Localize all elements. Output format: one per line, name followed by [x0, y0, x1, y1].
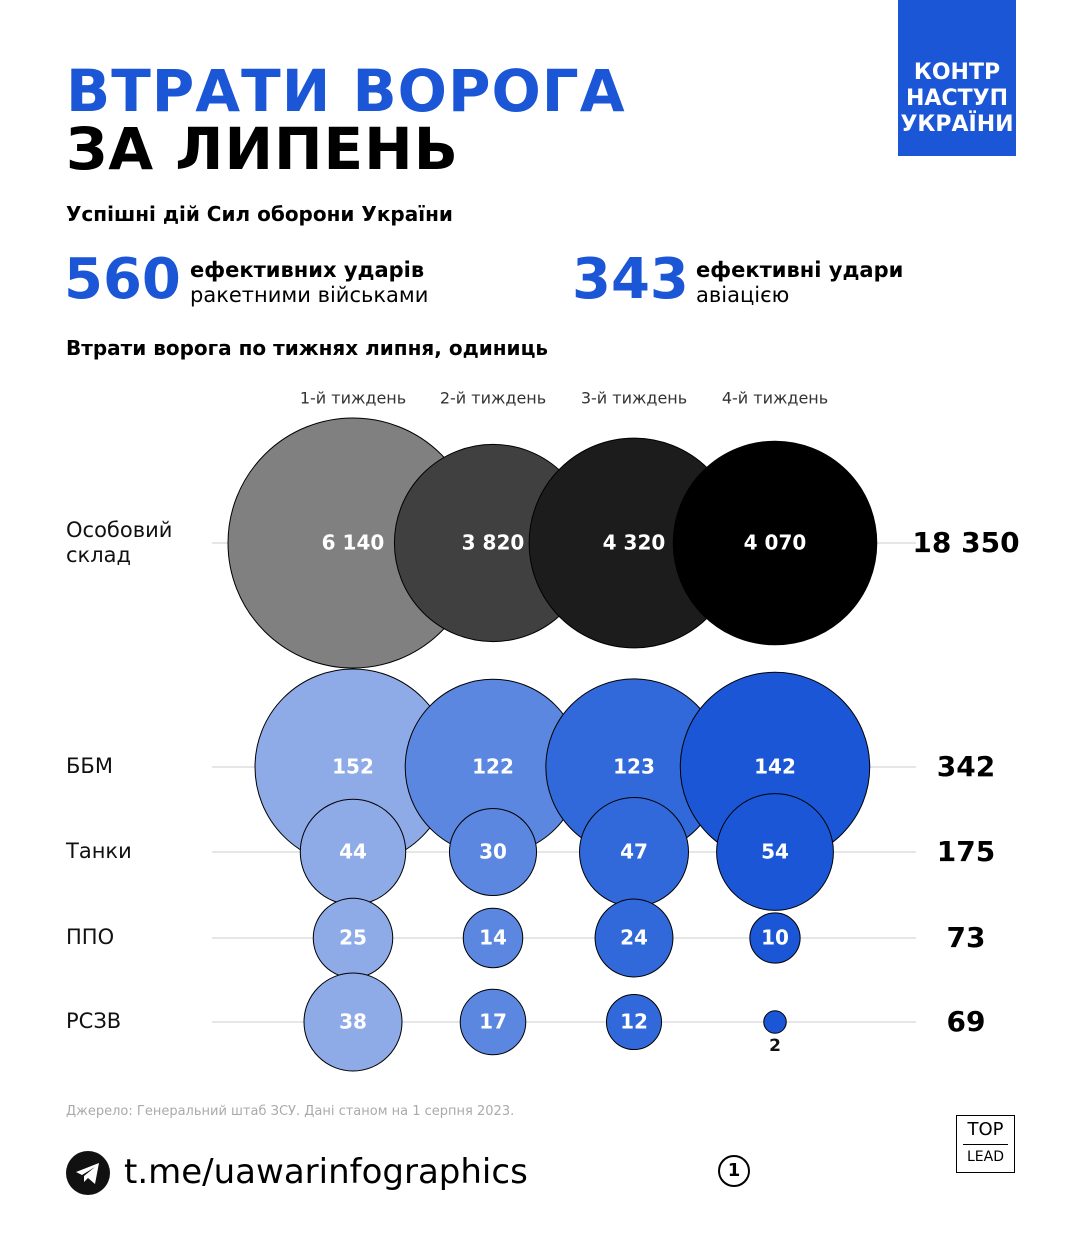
data-label: 30 — [479, 840, 507, 864]
stat-text: ефективних ударів — [190, 258, 425, 282]
data-label: 123 — [613, 755, 655, 779]
column-label: 4-й тиждень — [722, 389, 828, 408]
data-label: 14 — [479, 926, 507, 950]
data-label: 17 — [479, 1010, 507, 1034]
bubble — [448, 807, 538, 897]
logo-text: НАСТУП — [906, 86, 1008, 111]
bubble — [716, 793, 834, 911]
row-label: Особовий склад — [66, 518, 172, 567]
data-label: 2 — [769, 1036, 781, 1056]
logo-text: УКРАЇНИ — [900, 112, 1014, 137]
row-label: РСЗВ — [66, 1009, 121, 1033]
stat-value: 560 — [64, 247, 181, 312]
data-label: 3 820 — [462, 531, 525, 555]
brand-text: LEAD — [966, 1149, 1004, 1165]
data-label: 6 140 — [322, 531, 385, 555]
stat-text: ракетними військами — [190, 283, 429, 307]
brand-text: TOP — [963, 1116, 1008, 1145]
source: Джерело: Генеральний штаб ЗСУ. Дані стан… — [66, 1104, 515, 1119]
bubble — [459, 988, 527, 1056]
title: ЗА ЛИПЕНЬ — [66, 115, 459, 183]
data-label: 44 — [339, 840, 367, 864]
bubble — [303, 972, 403, 1072]
data-label: 12 — [620, 1010, 648, 1034]
column-label: 3-й тиждень — [581, 389, 687, 408]
row-total: 18 350 — [912, 526, 1019, 559]
data-label: 47 — [620, 840, 648, 864]
stat-text: авіацією — [696, 283, 790, 307]
row-total: 342 — [937, 750, 995, 783]
stat-text: ефективні удари — [696, 258, 904, 282]
data-label: 54 — [761, 840, 789, 864]
stat-value: 343 — [572, 247, 689, 312]
data-label: 4 070 — [744, 531, 807, 555]
row-total: 175 — [937, 835, 995, 868]
data-label: 152 — [332, 755, 374, 779]
bubble — [763, 1010, 787, 1034]
data-label: 122 — [472, 755, 514, 779]
bubble — [749, 912, 801, 964]
chart-title: Втрати ворога по тижнях липня, одиниць — [66, 336, 549, 360]
bubble — [672, 440, 878, 646]
row-label: Танки — [65, 839, 132, 863]
bubble — [605, 993, 663, 1051]
data-label: 24 — [620, 926, 648, 950]
data-label: 142 — [754, 755, 796, 779]
telegram-icon — [66, 1151, 110, 1195]
row-total: 73 — [947, 921, 986, 954]
bubble — [594, 898, 674, 978]
brand-logo: TOP LEAD — [956, 1115, 1015, 1173]
data-label: 38 — [339, 1010, 367, 1034]
column-label: 1-й тиждень — [300, 389, 406, 408]
column-label: 2-й тиждень — [440, 389, 546, 408]
link[interactable]: t.me/uawarinfographics — [124, 1152, 528, 1192]
subtitle: Успішні дій Сил оборони України — [66, 202, 453, 226]
logo-text: КОНТР — [913, 60, 1001, 85]
page-number: 1 — [718, 1155, 750, 1187]
row-label: ППО — [66, 925, 114, 949]
row-label: ББМ — [66, 754, 113, 778]
logo: КОНТР НАСТУП УКРАЇНИ — [898, 0, 1016, 156]
row-total: 69 — [947, 1005, 986, 1038]
bubble — [462, 907, 524, 969]
title: ВТРАТИ ВОРОГА — [66, 57, 626, 125]
data-label: 4 320 — [603, 531, 666, 555]
data-label: 10 — [761, 926, 789, 950]
data-label: 25 — [339, 926, 367, 950]
